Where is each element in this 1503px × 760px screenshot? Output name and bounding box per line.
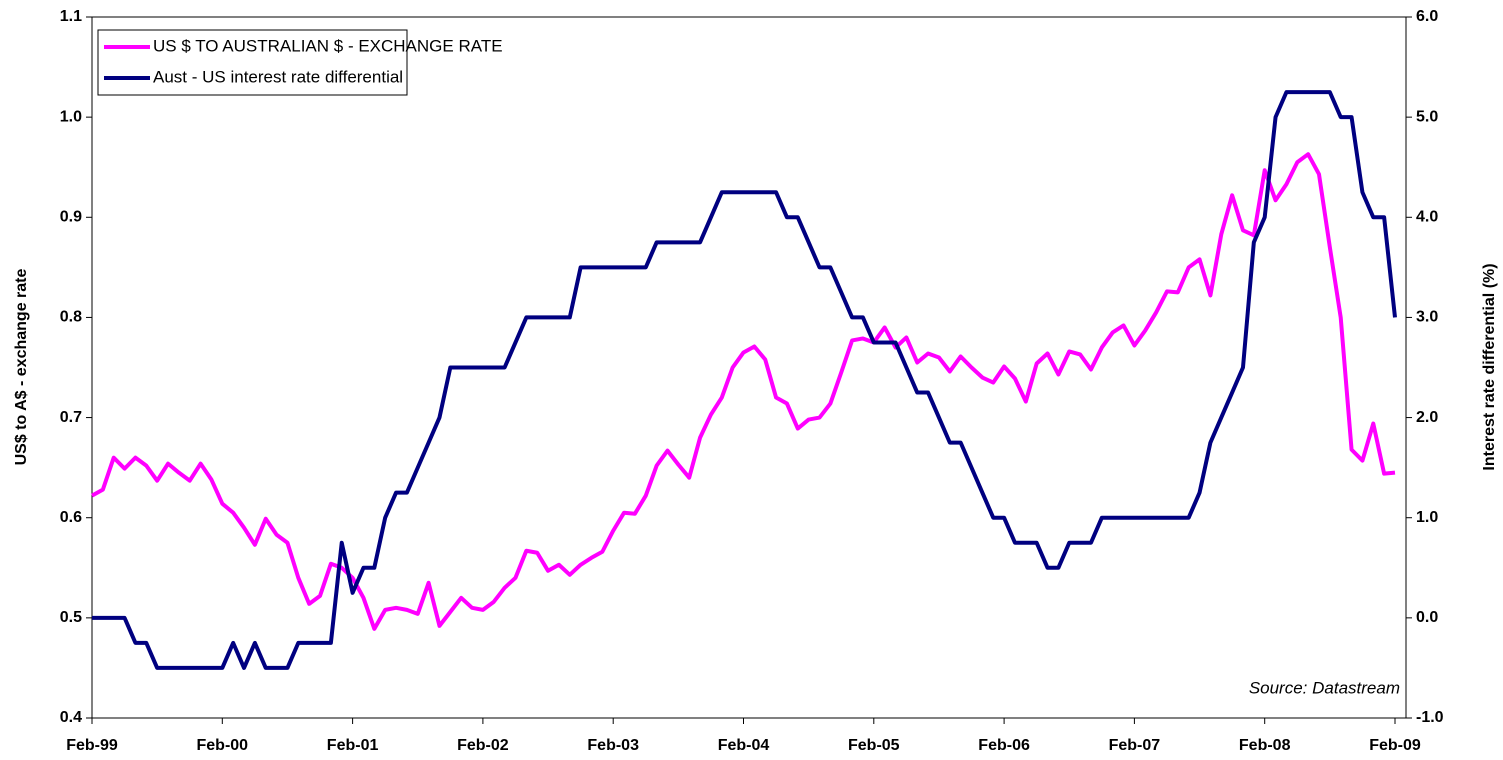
x-tick-label: Feb-04	[718, 737, 770, 754]
legend-box	[97, 29, 408, 96]
y2-tick-label: 1.0	[1416, 509, 1438, 526]
x-tick-label: Feb-01	[327, 737, 379, 754]
y2-tick-label: 5.0	[1416, 108, 1438, 125]
x-tick-label: Feb-09	[1369, 737, 1421, 754]
y2-tick-label: 4.0	[1416, 209, 1438, 226]
y2-tick-label: -1.0	[1416, 709, 1444, 726]
x-tick-label: Feb-06	[978, 737, 1030, 754]
y2-axis-label: Interest rate differential (%)	[1481, 263, 1498, 470]
y-tick-label: 0.5	[60, 609, 82, 626]
y-tick-label: 1.0	[60, 108, 82, 125]
series-line	[92, 90, 1397, 670]
legend-label: Aust - US interest rate differential	[153, 67, 403, 86]
x-tick-label: Feb-05	[848, 737, 900, 754]
y-tick-label: 0.6	[60, 509, 82, 526]
y2-tick-label: 0.0	[1416, 609, 1438, 626]
y2-tick-label: 2.0	[1416, 409, 1438, 426]
x-tick-label: Feb-00	[197, 737, 249, 754]
y-tick-label: 0.4	[60, 709, 82, 726]
x-tick-label: Feb-07	[1109, 737, 1161, 754]
y-tick-label: 0.9	[60, 209, 82, 226]
y-tick-label: 0.7	[60, 409, 82, 426]
plot-frame	[91, 16, 1407, 719]
x-tick-label: Feb-08	[1239, 737, 1291, 754]
legend-label: US $ TO AUSTRALIAN $ - EXCHANGE RATE	[153, 36, 503, 55]
y-tick-label: 1.1	[60, 8, 82, 25]
source-note: Source: Datastream	[1249, 678, 1400, 697]
y-tick-label: 0.8	[60, 309, 82, 326]
y-axis-label: US$ to A$ - exchange rate	[13, 269, 30, 466]
y2-tick-label: 6.0	[1416, 8, 1438, 25]
x-tick-label: Feb-02	[457, 737, 509, 754]
y2-tick-label: 3.0	[1416, 309, 1438, 326]
x-tick-label: Feb-03	[587, 737, 639, 754]
x-tick-label: Feb-99	[66, 737, 118, 754]
series-line	[91, 152, 1396, 631]
